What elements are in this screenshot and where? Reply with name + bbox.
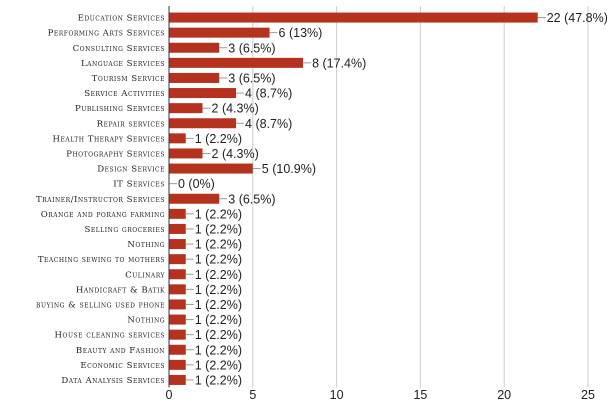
data-label: 4 (8.7%): [245, 117, 292, 131]
bar: [169, 344, 186, 355]
bar: [169, 12, 538, 23]
data-label: 1 (2.2%): [195, 222, 242, 236]
bar: [169, 329, 186, 340]
bar: [169, 208, 186, 219]
category-label: Culinary: [125, 270, 165, 280]
data-label: 1 (2.2%): [195, 253, 242, 267]
data-label: 1 (2.2%): [195, 268, 242, 282]
bar: [169, 223, 186, 234]
x-tick-labels: 0 5 10 15 20 25: [166, 388, 595, 402]
bar: [169, 239, 186, 250]
x-tick-label: 10: [330, 388, 344, 402]
category-label: Data Analysis Services: [61, 376, 165, 386]
bar: [169, 133, 186, 144]
data-label: 3 (6.5%): [228, 41, 275, 55]
category-label: IT Services: [113, 180, 165, 190]
bar: [169, 103, 203, 114]
bar: [169, 359, 186, 370]
x-tick-label: 0: [166, 388, 173, 402]
data-label: 1 (2.2%): [195, 328, 242, 342]
category-label: Teaching sewing to mothers: [38, 255, 165, 265]
bar: [169, 88, 237, 99]
bar: [169, 314, 186, 325]
category-label: Orange and porang farming: [41, 210, 165, 220]
data-label: 8 (17.4%): [312, 56, 366, 70]
data-label: 1 (2.2%): [195, 313, 242, 327]
bar: [169, 269, 186, 280]
category-label: House cleaning services: [55, 331, 165, 341]
category-label: Service Activities: [84, 89, 165, 99]
bar: [169, 42, 220, 53]
data-label: 3 (6.5%): [228, 71, 275, 85]
data-label: 22 (47.8%): [547, 11, 607, 25]
category-label: Health Therapy Services: [53, 134, 165, 144]
data-label: 2 (4.3%): [212, 147, 259, 161]
category-label: Handicraft & Batik: [76, 285, 165, 295]
bars: [169, 12, 538, 385]
data-label: 1 (2.2%): [195, 238, 242, 252]
grid-lines: [252, 6, 589, 388]
category-label: Trainer/Instructor Services: [36, 195, 165, 205]
data-label: 6 (13%): [279, 26, 323, 40]
bar: [169, 72, 220, 83]
category-label: Design Service: [97, 165, 165, 175]
x-tick-label: 15: [413, 388, 427, 402]
data-label: 1 (2.2%): [195, 207, 242, 221]
category-label: Performing Arts Services: [48, 29, 165, 39]
bar: [169, 374, 186, 385]
bar: [169, 27, 270, 38]
category-label: Education Services: [78, 14, 165, 24]
category-label: Selling groceries: [85, 225, 165, 235]
category-label: Repair services: [97, 119, 165, 129]
data-label: 1 (2.2%): [195, 343, 242, 357]
data-label: 1 (2.2%): [195, 283, 242, 297]
data-label: 1 (2.2%): [195, 298, 242, 312]
category-label: Photography Services: [66, 149, 165, 159]
x-tick-label: 20: [497, 388, 511, 402]
x-tick-label: 5: [249, 388, 256, 402]
data-labels: 22 (47.8%) 6 (13%) 3 (6.5%) 8 (17.4%) 3 (6.5…: [169, 11, 607, 387]
data-label: 5 (10.9%): [262, 162, 316, 176]
category-label: Language Services: [81, 59, 165, 69]
data-label: 0 (0%): [178, 177, 215, 191]
bar: [169, 57, 304, 68]
data-label: 2 (4.3%): [212, 102, 259, 116]
bar: [169, 299, 186, 310]
data-label: 1 (2.2%): [195, 358, 242, 372]
data-label: 1 (2.2%): [195, 373, 242, 387]
x-tick-label: 25: [581, 388, 595, 402]
category-label: Nothing: [127, 240, 165, 250]
bar: [169, 148, 203, 159]
category-label: Publishing Services: [75, 104, 165, 114]
bar: [169, 254, 186, 265]
bar: [169, 284, 186, 295]
data-label: 3 (6.5%): [228, 192, 275, 206]
category-label: Consulting Services: [73, 44, 165, 54]
data-label: 1 (2.2%): [195, 132, 242, 146]
data-label: 4 (8.7%): [245, 87, 292, 101]
category-label: Beauty and Fashion: [76, 346, 165, 356]
bar: [169, 163, 253, 174]
category-label: Tourism Service: [92, 74, 165, 84]
category-label: Nothing: [127, 316, 165, 326]
category-label: buying & selling used phone: [36, 300, 165, 310]
bar: [169, 118, 237, 129]
category-labels: Education Services Performing Arts Servic…: [36, 14, 165, 386]
category-label: Economic Services: [80, 361, 165, 371]
bar: [169, 193, 220, 204]
